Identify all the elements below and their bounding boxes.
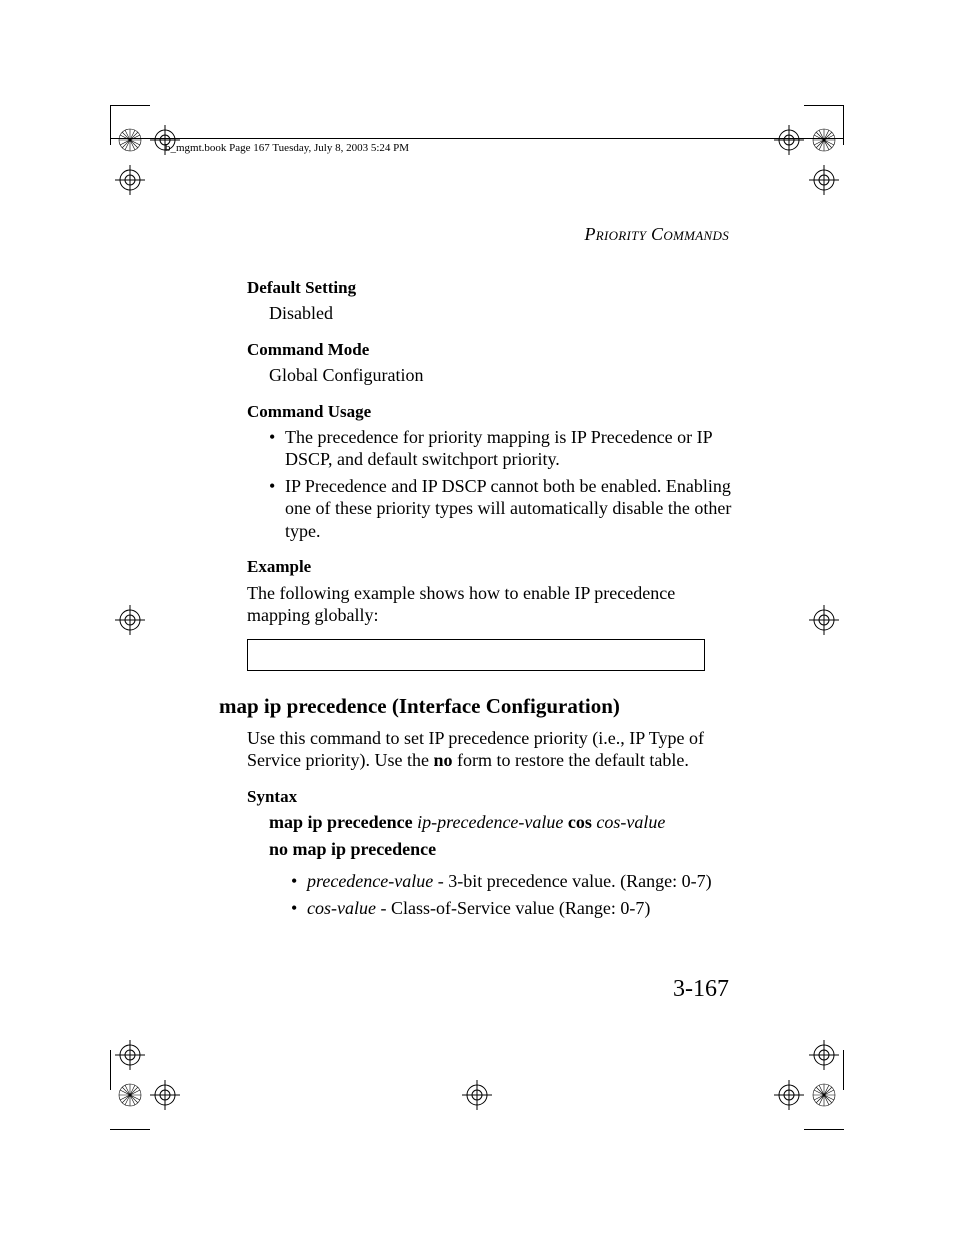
- heading-default-setting: Default Setting: [247, 277, 737, 298]
- registration-mark-icon: [150, 125, 180, 155]
- registration-mark-icon: [774, 125, 804, 155]
- list-item: precedence-value - 3-bit precedence valu…: [291, 870, 737, 893]
- list-item: cos-value - Class-of-Service value (Rang…: [291, 897, 737, 920]
- registration-mark-icon: [115, 165, 145, 195]
- page-content: Default Setting Disabled Command Mode Gl…: [247, 277, 737, 923]
- syntax-cmd: cos: [568, 812, 592, 832]
- param-term: precedence-value: [307, 871, 433, 891]
- syntax-arg: ip-precedence-value: [417, 812, 563, 832]
- heading-command-usage: Command Usage: [247, 401, 737, 422]
- command-usage-list: The precedence for priority mapping is I…: [269, 426, 737, 543]
- header-rule: [110, 138, 844, 139]
- crop-line: [843, 105, 844, 145]
- running-header: Priority Commands: [584, 224, 729, 245]
- sunburst-icon: [812, 128, 836, 152]
- crop-line: [110, 105, 111, 145]
- page-root: b_mgmt.book Page 167 Tuesday, July 8, 20…: [0, 0, 954, 1235]
- crop-line: [804, 1129, 844, 1130]
- registration-mark-icon: [462, 1080, 492, 1110]
- section-title-map-ip: map ip precedence (Interface Configurati…: [219, 693, 737, 719]
- registration-mark-icon: [774, 1080, 804, 1110]
- heading-example: Example: [247, 556, 737, 577]
- text-default-setting: Disabled: [269, 302, 737, 325]
- intro-bold: no: [433, 750, 452, 770]
- page-number: 3-167: [673, 976, 729, 1003]
- header-text: b_mgmt.book Page 167 Tuesday, July 8, 20…: [165, 142, 409, 154]
- syntax-line-2: no map ip precedence: [269, 838, 737, 861]
- param-desc: - Class-of-Service value (Range: 0-7): [376, 898, 650, 918]
- registration-mark-icon: [809, 605, 839, 635]
- list-item: The precedence for priority mapping is I…: [269, 426, 737, 471]
- registration-mark-icon: [809, 1040, 839, 1070]
- registration-mark-icon: [809, 165, 839, 195]
- sunburst-icon: [118, 128, 142, 152]
- crop-line: [110, 1050, 111, 1090]
- crop-line: [110, 1129, 150, 1130]
- list-item: IP Precedence and IP DSCP cannot both be…: [269, 475, 737, 543]
- syntax-cmd: map ip precedence: [269, 812, 413, 832]
- registration-mark-icon: [115, 1040, 145, 1070]
- crop-line: [110, 105, 150, 106]
- syntax-arg: cos-value: [596, 812, 665, 832]
- registration-mark-icon: [115, 605, 145, 635]
- registration-mark-icon: [150, 1080, 180, 1110]
- sunburst-icon: [812, 1083, 836, 1107]
- heading-command-mode: Command Mode: [247, 339, 737, 360]
- param-list: precedence-value - 3-bit precedence valu…: [291, 870, 737, 919]
- example-box: [247, 639, 705, 671]
- heading-syntax: Syntax: [247, 786, 737, 807]
- param-desc: - 3-bit precedence value. (Range: 0-7): [433, 871, 711, 891]
- text-example: The following example shows how to enabl…: [247, 582, 737, 627]
- param-term: cos-value: [307, 898, 376, 918]
- syntax-line-1: map ip precedence ip-precedence-value co…: [269, 811, 737, 834]
- crop-line: [804, 105, 844, 106]
- crop-line: [843, 1050, 844, 1090]
- sunburst-icon: [118, 1083, 142, 1107]
- text-map-ip-intro: Use this command to set IP precedence pr…: [247, 727, 737, 772]
- intro-post: form to restore the default table.: [452, 750, 688, 770]
- text-command-mode: Global Configuration: [269, 364, 737, 387]
